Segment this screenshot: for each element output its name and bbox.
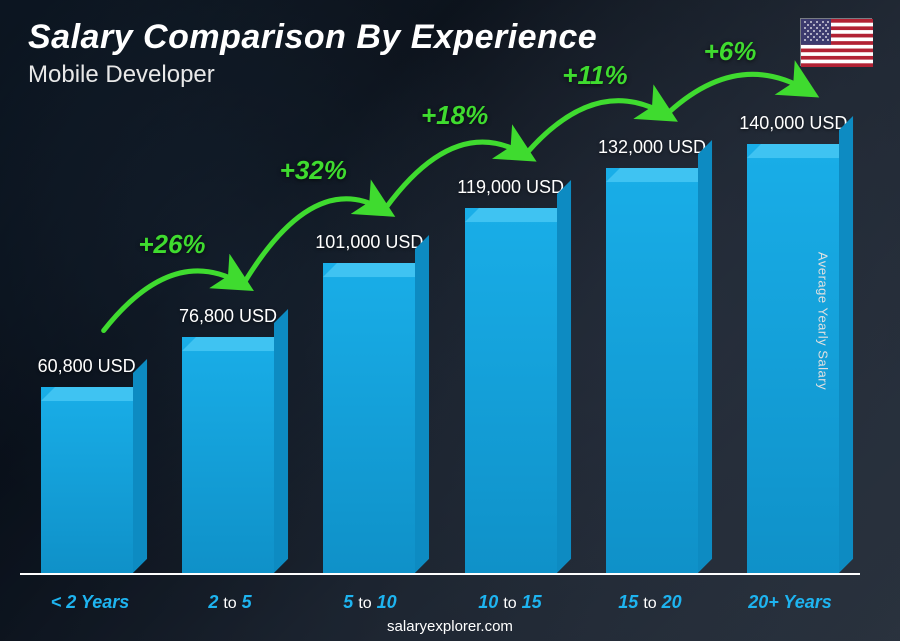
x-axis-label: 2 to 5 <box>160 592 300 613</box>
increment-pct-label: +18% <box>421 100 488 131</box>
bar-value-label: 119,000 USD <box>457 177 564 198</box>
bar <box>465 208 557 573</box>
x-axis-label: 10 to 15 <box>440 592 580 613</box>
x-axis-label: 20+ Years <box>720 592 860 613</box>
y-axis-label: Average Yearly Salary <box>815 251 830 389</box>
bar-group: 76,800 USD <box>161 113 294 573</box>
increment-pct-label: +32% <box>280 155 347 186</box>
bar <box>41 387 133 573</box>
bar-value-label: 76,800 USD <box>179 306 277 327</box>
infographic-container: Salary Comparison By Experience Mobile D… <box>0 0 900 641</box>
footer-source: salaryexplorer.com <box>0 618 900 635</box>
bar <box>182 337 274 573</box>
bar-value-label: 132,000 USD <box>598 137 706 158</box>
bar-group: 140,000 USD <box>727 113 860 573</box>
bar-group: 60,800 USD <box>20 113 153 573</box>
bar-chart: 60,800 USD 76,800 USD 101,000 USD 119,000 U… <box>20 113 860 573</box>
bar-value-label: 101,000 USD <box>315 232 423 253</box>
bar <box>323 263 415 573</box>
x-axis-label: 15 to 20 <box>580 592 720 613</box>
x-axis-label: 5 to 10 <box>300 592 440 613</box>
increment-pct-label: +6% <box>704 36 757 67</box>
bar <box>606 168 698 573</box>
increment-pct-label: +26% <box>138 229 205 260</box>
x-axis-labels: < 2 Years2 to 55 to 1010 to 1515 to 2020… <box>20 592 860 613</box>
chart-baseline <box>20 573 860 575</box>
x-axis-label: < 2 Years <box>20 592 160 613</box>
bar-group: 119,000 USD <box>444 113 577 573</box>
bar-value-label: 60,800 USD <box>38 356 136 377</box>
country-flag-us <box>800 18 872 66</box>
us-flag-icon <box>801 19 873 67</box>
bar-value-label: 140,000 USD <box>739 113 847 134</box>
bar-group: 132,000 USD <box>585 113 718 573</box>
increment-pct-label: +11% <box>562 60 627 91</box>
